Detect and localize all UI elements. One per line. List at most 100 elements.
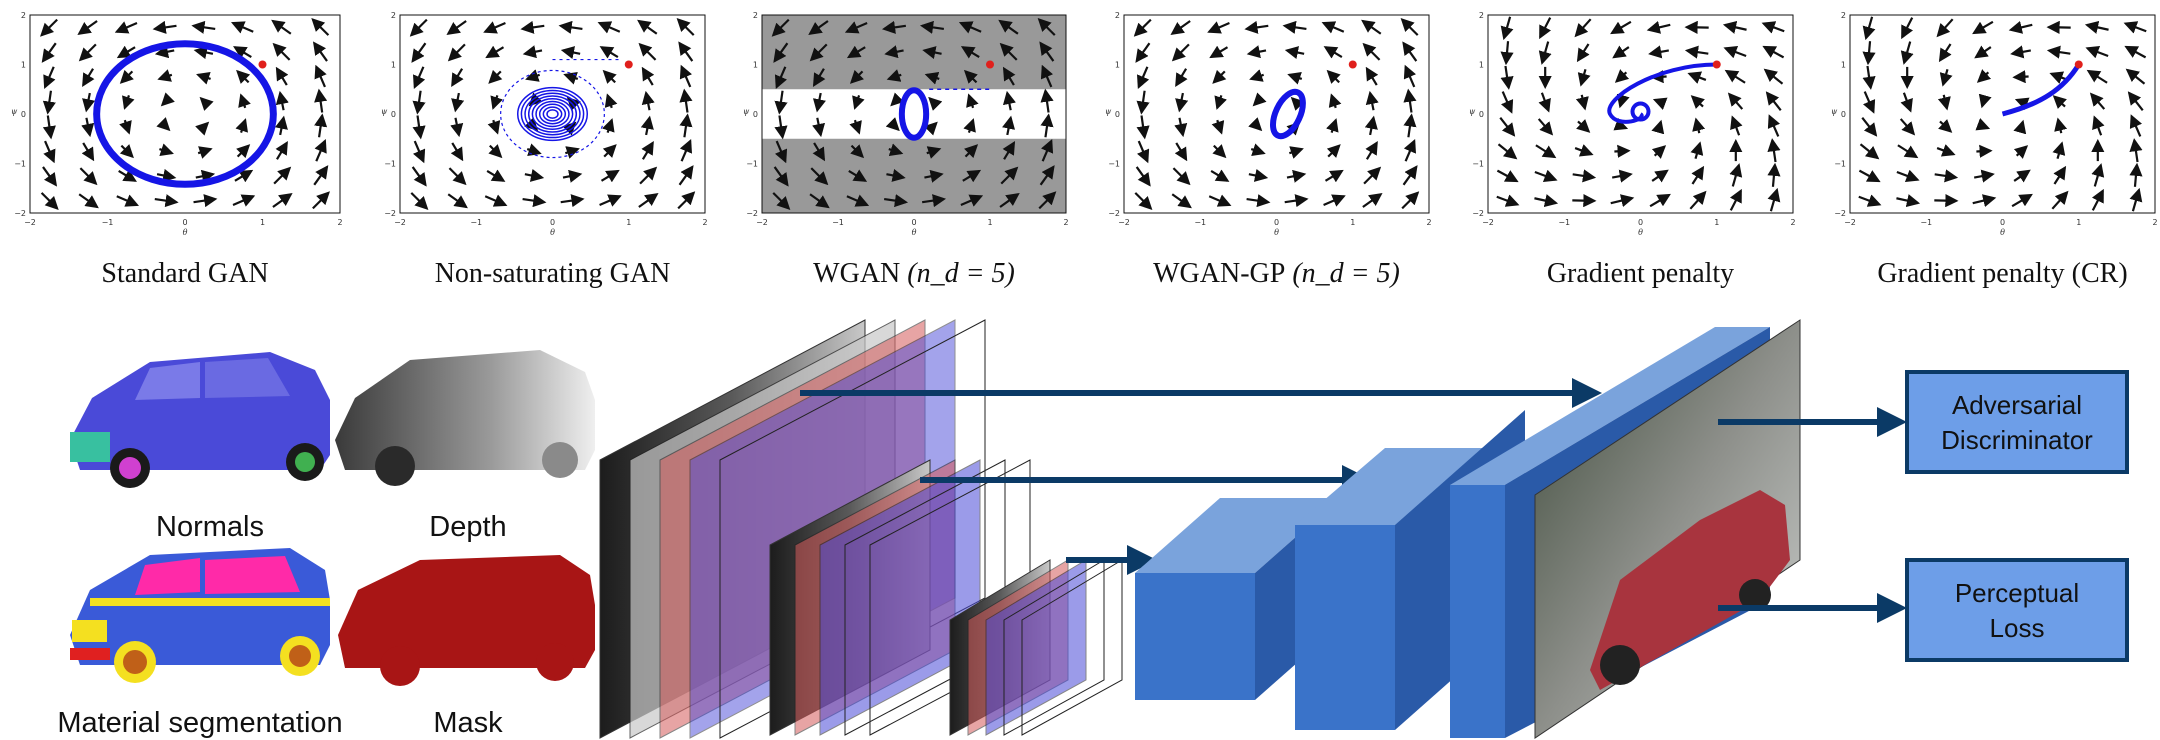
field-arrow (883, 194, 909, 208)
field-arrow (558, 20, 583, 34)
field-arrow (1499, 117, 1516, 137)
y-tick: 1 (1841, 61, 1846, 70)
gan-dynamics-figure: −2 −1 0 1 2 2 1 0 −1 −2 θ ψ Standard GAN −2 −1 0 1 2 2 1 0 −1… (11, 11, 2158, 289)
field-arrow (1496, 194, 1520, 207)
field-arrow (562, 169, 583, 183)
field-arrow (313, 165, 329, 186)
field-arrow (1135, 166, 1151, 187)
field-arrow (1002, 90, 1016, 111)
field-arrow (1535, 144, 1557, 159)
field-arrow (193, 194, 218, 208)
trajectory (93, 40, 277, 188)
field-arrow (1858, 194, 1882, 207)
field-arrow (412, 140, 426, 164)
field-arrow (846, 45, 866, 59)
field-arrow (195, 121, 210, 136)
x-tick: 0 (182, 218, 187, 227)
field-arrow (2013, 169, 2031, 183)
trajectory (527, 95, 578, 133)
field-arrow (195, 169, 216, 183)
field-arrow (1214, 95, 1227, 110)
field-arrow (41, 42, 57, 63)
field-arrow (2125, 68, 2146, 85)
normals-label: Normals (156, 511, 264, 543)
field-arrow (1539, 17, 1552, 40)
field-arrow (960, 46, 980, 59)
field-arrow (926, 146, 942, 159)
y-tick: 0 (1841, 110, 1846, 119)
field-arrow (1899, 118, 1916, 136)
field-arrow (1538, 41, 1552, 65)
field-arrow (602, 144, 617, 159)
start-point (1712, 60, 1721, 69)
field-arrow (2089, 92, 2106, 110)
y-tick: 0 (21, 110, 26, 119)
field-arrow (411, 166, 427, 187)
y-tick: 2 (1479, 11, 1484, 20)
field-arrow (1648, 45, 1670, 59)
field-arrow (1684, 45, 1709, 59)
y-tick: −1 (14, 160, 26, 169)
field-arrow (1534, 169, 1558, 183)
start-point (2074, 60, 2083, 69)
field-arrow (43, 66, 56, 90)
field-arrow (2129, 162, 2143, 187)
field-arrow (812, 117, 826, 138)
y-tick: −2 (746, 209, 758, 218)
y-tick: 1 (391, 61, 396, 70)
field-arrow (1362, 192, 1383, 208)
field-arrow (525, 69, 541, 82)
field-arrow (1861, 117, 1878, 137)
field-arrow (487, 119, 501, 135)
field-arrow (1937, 94, 1951, 111)
field-arrow (78, 193, 99, 209)
field-arrow (812, 92, 826, 113)
x-tick: −1 (102, 218, 114, 227)
field-arrow (885, 117, 900, 132)
field-arrow (1326, 144, 1341, 159)
field-arrow (272, 192, 293, 208)
field-arrow (1403, 88, 1417, 113)
y-tick: 1 (21, 61, 26, 70)
field-arrow (924, 169, 944, 183)
field-arrow (1038, 191, 1057, 210)
field-arrow (1572, 169, 1597, 183)
field-arrow (566, 96, 581, 111)
field-arrow (809, 193, 830, 209)
field-arrow (2129, 187, 2143, 212)
field-arrow (1576, 43, 1590, 63)
field-arrow (1763, 68, 1784, 85)
field-arrow (197, 146, 213, 159)
field-arrow (641, 66, 655, 86)
y-tick: −1 (746, 160, 758, 169)
plot-caption: Non-saturating GAN (435, 258, 671, 289)
y-tick: 1 (1115, 61, 1120, 70)
field-arrow (274, 115, 288, 136)
plot-1: −2 −1 0 1 2 2 1 0 −1 −2 θ ψ Standard GAN (11, 11, 343, 289)
field-arrow (1727, 92, 1744, 110)
y-axis-label: ψ (743, 107, 750, 116)
generator-block-1 (1135, 498, 1340, 700)
field-arrow (2124, 45, 2147, 59)
field-arrow (1246, 194, 1271, 208)
field-arrow (81, 117, 95, 138)
field-arrow (809, 43, 828, 62)
field-arrow (641, 141, 654, 160)
field-arrow (524, 168, 545, 182)
trajectory (898, 87, 930, 141)
field-arrow (1612, 45, 1630, 59)
field-arrow (679, 113, 693, 138)
field-arrow (1722, 20, 1747, 34)
field-arrow (846, 194, 870, 207)
field-arrow (1863, 91, 1876, 114)
field-arrow (1363, 166, 1382, 185)
y-tick: 0 (1115, 110, 1120, 119)
field-arrow (78, 43, 97, 62)
field-arrow (1938, 43, 1952, 63)
field-arrow (1574, 18, 1592, 38)
field-arrow (963, 69, 978, 84)
field-arrow (1361, 19, 1382, 35)
field-arrow (1403, 138, 1417, 162)
field-arrow (314, 113, 328, 138)
y-tick: −2 (1472, 209, 1484, 218)
